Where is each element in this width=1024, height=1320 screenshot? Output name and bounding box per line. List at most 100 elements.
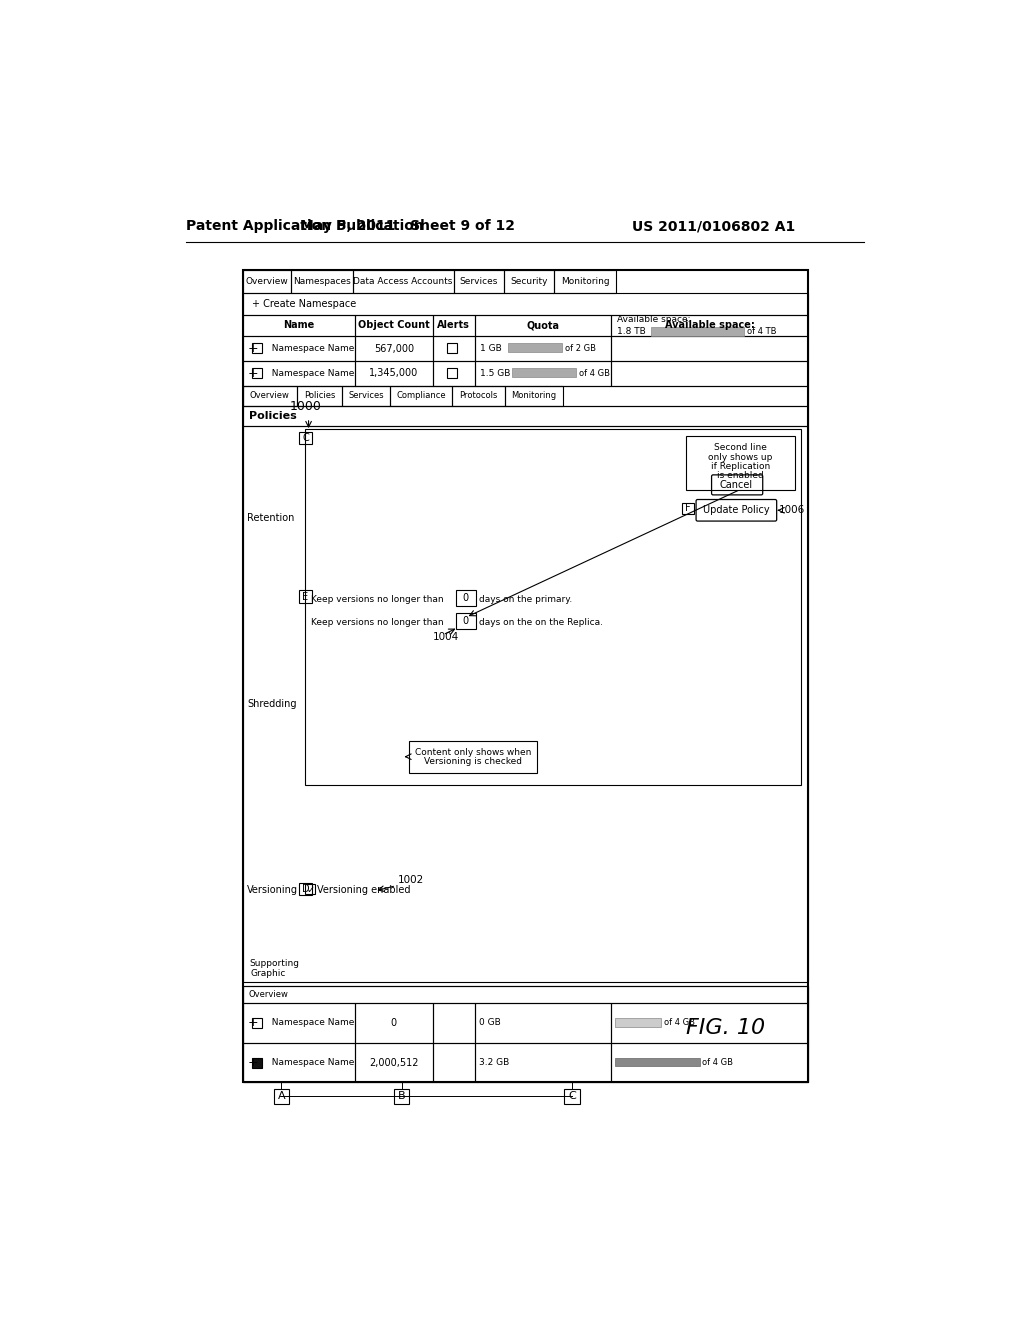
Bar [243, 337, 355, 360]
Text: Monitoring: Monitoring [561, 277, 609, 286]
Text: Services: Services [460, 277, 498, 286]
Bar [252, 368, 262, 378]
Text: Available space:: Available space: [665, 321, 755, 330]
Text: +: + [248, 342, 258, 355]
Bar [273, 1089, 289, 1104]
Text: Overview: Overview [249, 990, 289, 999]
Text: C: C [568, 1092, 575, 1101]
Bar [432, 337, 475, 360]
Text: +: + [248, 1056, 258, 1069]
Bar [243, 360, 355, 385]
Text: FIG. 10: FIG. 10 [686, 1019, 765, 1039]
Text: 0 GB: 0 GB [479, 1019, 501, 1027]
Bar [243, 425, 809, 982]
Text: only shows up: only shows up [708, 453, 772, 462]
Bar [432, 314, 475, 337]
Text: of 2 GB: of 2 GB [565, 345, 596, 352]
Bar [355, 337, 432, 360]
Text: E: E [302, 591, 308, 602]
Bar [611, 1043, 809, 1082]
Text: 1 GB: 1 GB [480, 345, 502, 352]
Text: ✓: ✓ [306, 884, 314, 895]
Bar [352, 271, 454, 293]
Text: Object Count: Object Count [358, 321, 430, 330]
Text: May 5, 2011   Sheet 9 of 12: May 5, 2011 Sheet 9 of 12 [299, 219, 514, 234]
Bar [475, 360, 611, 385]
Text: US 2011/0106802 A1: US 2011/0106802 A1 [632, 219, 795, 234]
Text: Namespace Name: Namespace Name [266, 368, 354, 378]
Bar [432, 1003, 475, 1043]
Text: + Create Namespace: + Create Namespace [252, 298, 356, 309]
Text: 1004: 1004 [432, 631, 459, 642]
Bar [456, 590, 476, 606]
Text: Update Policy: Update Policy [703, 506, 770, 515]
Text: Namespace Name: Namespace Name [266, 1019, 354, 1027]
Text: of 4 GB: of 4 GB [702, 1059, 733, 1067]
Text: of 4 GB: of 4 GB [579, 368, 610, 378]
Text: Alerts: Alerts [437, 321, 470, 330]
Bar [651, 327, 744, 337]
Text: Security: Security [510, 277, 548, 286]
Text: 1006: 1006 [779, 506, 805, 515]
Bar [243, 314, 355, 337]
Text: Compliance: Compliance [396, 391, 445, 400]
Text: days on the primary.: days on the primary. [479, 595, 572, 605]
Bar [504, 271, 554, 293]
Bar [564, 1089, 580, 1104]
Bar [252, 1018, 262, 1028]
Bar [243, 271, 291, 293]
Text: Graphic: Graphic [251, 969, 286, 978]
Text: Services: Services [348, 391, 384, 400]
Text: Policies: Policies [304, 391, 335, 400]
Text: B: B [397, 1092, 406, 1101]
Bar [252, 1057, 262, 1068]
Bar [432, 360, 475, 385]
Bar [355, 1003, 432, 1043]
Text: Versioning: Versioning [248, 884, 298, 895]
Text: Quota: Quota [526, 321, 559, 330]
Text: 3.2 GB: 3.2 GB [479, 1059, 509, 1067]
Text: 1002: 1002 [397, 875, 424, 886]
Text: C: C [302, 433, 309, 444]
Text: Patent Application Publication: Patent Application Publication [186, 219, 424, 234]
Text: Name: Name [284, 321, 314, 330]
Text: 1.8 TB: 1.8 TB [617, 327, 646, 337]
Text: 0: 0 [391, 1018, 397, 1028]
Text: Namespace Name: Namespace Name [266, 345, 354, 352]
Bar [390, 385, 452, 405]
FancyBboxPatch shape [712, 475, 763, 495]
Text: +: + [248, 367, 258, 380]
Bar [611, 337, 809, 360]
Text: Data Access Accounts: Data Access Accounts [353, 277, 453, 286]
Bar [297, 385, 342, 405]
Bar [243, 1003, 355, 1043]
Bar [505, 385, 563, 405]
Bar [512, 368, 575, 378]
Bar [410, 741, 538, 774]
Text: Cancel: Cancel [720, 480, 753, 490]
Bar [243, 405, 809, 425]
Text: Keep versions no longer than: Keep versions no longer than [311, 618, 443, 627]
Text: Overview: Overview [246, 277, 288, 286]
Bar [355, 360, 432, 385]
Bar [243, 385, 809, 405]
Bar [611, 360, 809, 385]
Text: Monitoring: Monitoring [511, 391, 556, 400]
Text: 1000: 1000 [289, 400, 322, 413]
Bar [446, 343, 457, 354]
Text: 1.5 GB: 1.5 GB [480, 368, 510, 378]
Text: is enabled: is enabled [717, 471, 764, 480]
Bar [299, 883, 311, 895]
Bar [243, 293, 809, 314]
Bar [243, 385, 297, 405]
Bar [394, 1089, 410, 1104]
Bar [611, 1003, 809, 1043]
Bar [432, 1043, 475, 1082]
Text: Namespace Name: Namespace Name [266, 1059, 354, 1067]
Bar [299, 432, 311, 444]
Bar [305, 429, 801, 785]
FancyBboxPatch shape [696, 499, 776, 521]
Text: Second line: Second line [714, 444, 767, 453]
Bar [243, 986, 809, 1082]
Bar [686, 436, 795, 490]
